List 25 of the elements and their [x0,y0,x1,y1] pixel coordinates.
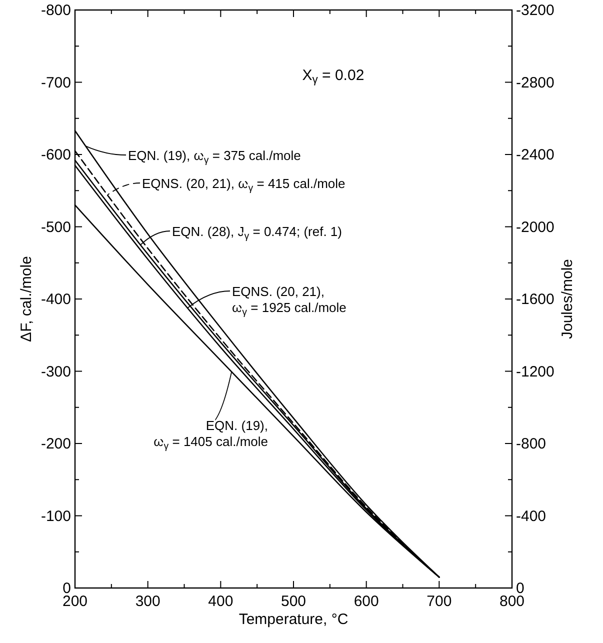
y-tick-label: -700 [40,74,71,92]
x-tick-label: 500 [280,593,306,610]
y2-tick-label: -400 [516,508,546,525]
y-tick-label: -800 [40,2,71,19]
y2-tick-label: -3200 [516,2,554,19]
y-tick-label: -100 [40,508,71,525]
x-axis-title: Temperature, °C [238,611,348,628]
y2-tick-label: -800 [516,436,546,452]
y-tick-label: -600 [40,146,71,164]
y-tick-label: -400 [40,291,71,308]
y2-tick-label: -2000 [516,218,554,236]
y-tick-label: -500 [40,218,71,236]
x-tick-label: 300 [135,593,160,610]
y-axis-title: ΔF, cal./mole [18,256,35,342]
x-tick-label: 600 [354,593,379,610]
y-tick-label: -300 [40,363,71,380]
y2-tick-label: -1600 [516,291,554,308]
annotation: X$_{γ}$ = 0.02 [302,67,364,86]
x-tick-label: 400 [208,593,234,610]
y2-tick-label: -1200 [516,363,554,380]
y-tick-label: -200 [40,436,71,452]
y2-tick-label: -2800 [516,74,554,92]
x-tick-label: 700 [426,593,452,610]
y2-tick-label: -2400 [516,146,554,164]
y2-axis-title: Joules/mole [559,258,576,340]
